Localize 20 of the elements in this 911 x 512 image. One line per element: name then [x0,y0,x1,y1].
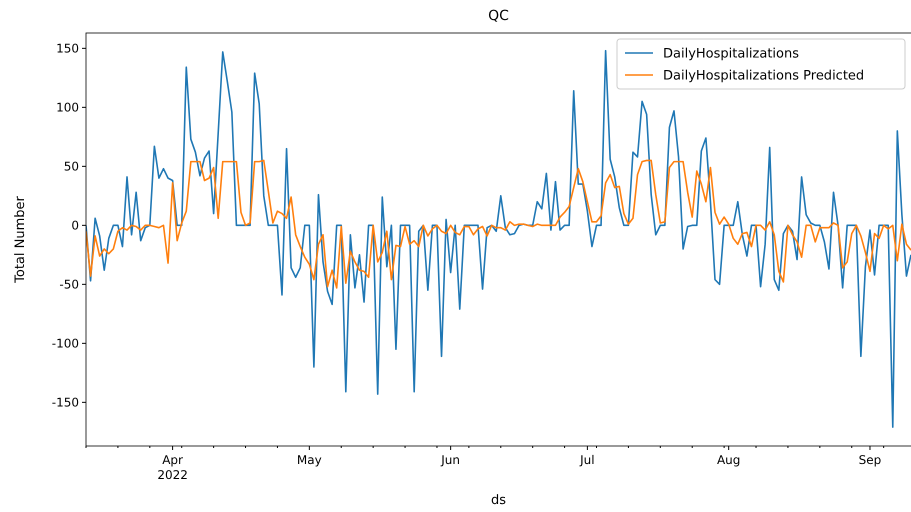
legend-label: DailyHospitalizations Predicted [663,68,864,84]
x-tick-label: Jun [440,453,460,467]
x-tick-label: Jul [579,453,595,467]
y-tick-label: -150 [52,396,79,410]
chart-title: QC [488,8,510,24]
legend-label: DailyHospitalizations [663,46,800,62]
y-tick-label: -100 [52,336,79,351]
line-series [86,50,911,428]
y-tick-label: 0 [71,218,79,233]
y-tick-label: 150 [56,42,79,56]
x-tick-label: Apr 2022 [157,453,188,482]
x-tick-label: Aug [716,453,740,467]
line-series [86,160,911,289]
y-axis-title: Total Number [13,195,28,284]
x-tick-label: May [296,453,322,467]
x-tick-label: Sep [858,453,882,467]
y-tick-label: -50 [59,278,79,292]
y-tick-label: 100 [56,100,79,115]
y-tick-label: 50 [64,160,79,174]
x-axis-title: ds [490,493,506,508]
